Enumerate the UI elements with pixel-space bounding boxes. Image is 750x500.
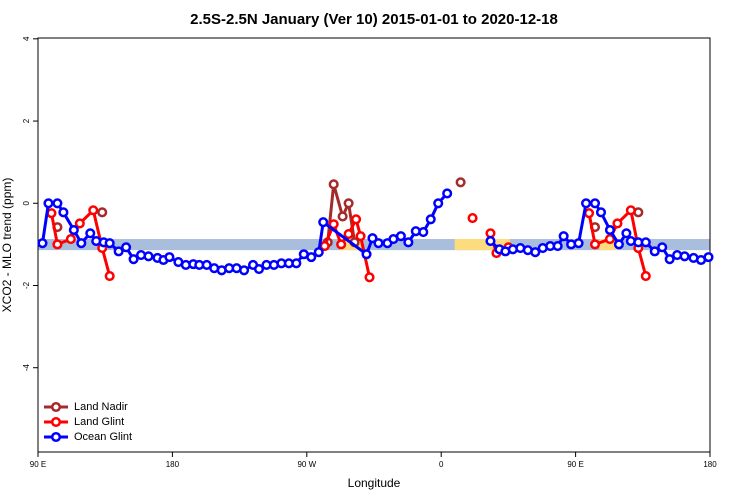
data-point: [355, 231, 366, 242]
data-point: [291, 258, 302, 269]
y-tick-label: -4: [22, 364, 31, 372]
data-point: [52, 239, 63, 250]
data-point: [351, 214, 362, 225]
legend-label: Land Nadir: [74, 401, 128, 413]
data-point: [337, 211, 348, 222]
x-tick-label: 0: [439, 460, 444, 469]
data-point: [143, 251, 154, 262]
legend-label: Ocean Glint: [74, 431, 132, 443]
data-point: [442, 188, 453, 199]
data-point: [679, 251, 690, 262]
data-point: [121, 242, 132, 253]
data-point: [328, 179, 339, 190]
x-tick-label: 90 E: [30, 460, 46, 469]
data-point: [640, 237, 651, 248]
data-point: [418, 226, 429, 238]
data-point: [306, 252, 317, 263]
data-point: [395, 231, 406, 242]
data-point: [74, 218, 85, 229]
data-point: [455, 177, 466, 188]
data-point: [343, 198, 354, 209]
y-tick-label: 4: [22, 36, 31, 41]
data-point: [128, 254, 139, 265]
legend-marker: [50, 431, 62, 443]
data-point: [589, 198, 601, 209]
data-point: [318, 217, 329, 228]
data-point: [657, 242, 668, 253]
data-point: [364, 272, 375, 283]
y-tick-label: 0: [22, 200, 31, 205]
data-point: [104, 270, 115, 282]
data-point: [343, 229, 354, 240]
land-range: [454, 239, 510, 251]
land-range: [599, 239, 618, 251]
data-point: [52, 198, 63, 209]
data-point: [467, 213, 478, 224]
data-point: [85, 228, 96, 239]
data-point: [581, 198, 592, 209]
data-point: [612, 218, 623, 229]
data-point: [552, 240, 563, 252]
data-point: [703, 252, 714, 263]
data-point: [361, 249, 372, 260]
data-point: [613, 239, 624, 250]
data-point: [530, 247, 541, 258]
x-tick-label: 180: [703, 460, 717, 469]
data-point: [88, 205, 99, 216]
data-point: [164, 252, 175, 263]
data-point: [253, 264, 265, 275]
legend-marker: [50, 401, 62, 413]
data-point: [583, 208, 595, 219]
data-point: [58, 207, 69, 218]
data-point: [43, 198, 54, 209]
data-point: [664, 254, 675, 265]
data-point: [625, 205, 636, 216]
data-point: [433, 198, 444, 209]
data-point: [425, 214, 436, 225]
data-point: [621, 228, 632, 239]
data-point: [68, 224, 79, 236]
data-point: [604, 224, 615, 236]
x-tick-label: 180: [166, 460, 180, 469]
data-point: [367, 233, 378, 244]
data-point: [589, 239, 601, 250]
data-point: [313, 247, 324, 258]
data-point: [403, 237, 414, 248]
data-point: [336, 239, 347, 250]
legend-label: Land Glint: [74, 416, 124, 428]
data-point: [97, 207, 108, 218]
x-axis-label: Longitude: [348, 476, 401, 490]
x-tick-label: 90 E: [567, 460, 583, 469]
data-point: [640, 270, 651, 282]
legend-marker: [50, 416, 62, 428]
data-point: [604, 233, 615, 245]
x-tick-label: 90 W: [297, 460, 316, 469]
data-point: [373, 238, 384, 249]
data-point: [595, 207, 607, 218]
y-tick-label: -2: [22, 281, 31, 289]
data-point: [113, 246, 124, 257]
data-point: [649, 246, 660, 257]
data-point: [328, 219, 339, 230]
data-point: [558, 231, 569, 242]
chart-title: 2.5S-2.5N January (Ver 10) 2015-01-01 to…: [190, 11, 558, 28]
data-point: [239, 265, 250, 276]
data-point: [76, 238, 87, 249]
data-point: [104, 238, 115, 249]
data-point: [485, 236, 496, 247]
y-axis-label: XCO2 - MLO trend (ppm): [0, 178, 14, 313]
data-point: [485, 228, 496, 239]
data-point: [573, 238, 584, 249]
data-point: [65, 233, 76, 245]
y-tick-label: 2: [22, 118, 31, 123]
data-point: [37, 238, 48, 249]
